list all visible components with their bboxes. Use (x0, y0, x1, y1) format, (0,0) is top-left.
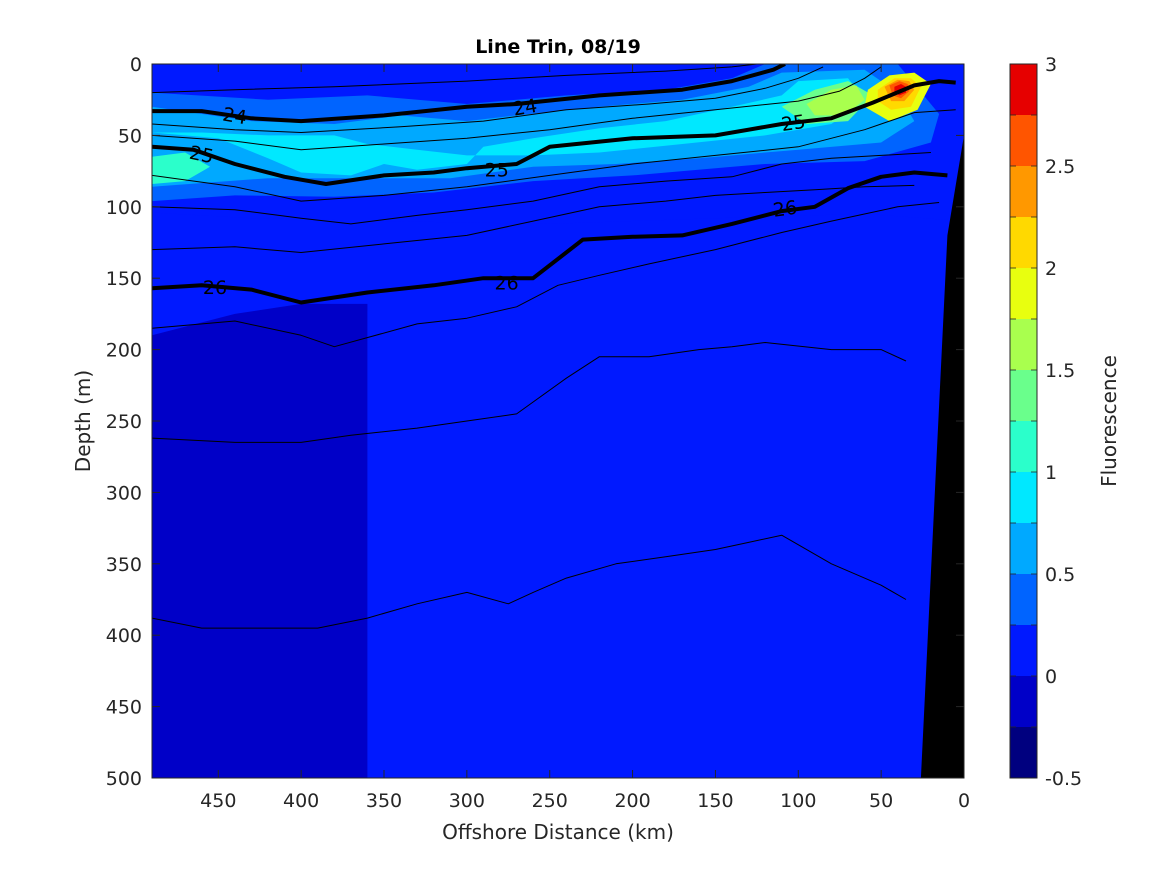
y-tick-label: 500 (106, 768, 142, 790)
colorbar-segment (1010, 370, 1037, 421)
bathymetry-layer (920, 64, 964, 778)
colorbar-tick-label: 0 (1045, 666, 1057, 688)
isopycnal-thin-4 (152, 66, 824, 133)
x-tick-label: 250 (532, 790, 568, 812)
x-tick-label: 150 (697, 790, 733, 812)
isopycnal-thin-10 (152, 342, 907, 443)
x-axis: 450 400 350 300 250 200 150 100 50 0 (200, 64, 970, 812)
chart-title: Line Trin, 08/19 (475, 36, 641, 58)
low-fluorescence-region (152, 303, 368, 778)
colorbar-tick-label: 2.5 (1045, 156, 1075, 178)
svg-text:26: 26 (495, 273, 519, 295)
isopycnal-24 (152, 64, 786, 124)
colorbar-segment (1010, 625, 1037, 676)
fluorescence-region-3 (152, 78, 865, 176)
contour-label-26: 26 (495, 273, 519, 295)
y-axis-label: Depth (m) (71, 370, 95, 472)
colorbar-segment (1010, 166, 1037, 217)
x-tick-label: 450 (200, 790, 236, 812)
svg-text:24: 24 (511, 95, 539, 121)
colorbar-tick-label: 0.5 (1045, 564, 1075, 586)
x-tick-label: 0 (958, 790, 970, 812)
fluorescence-region-6 (806, 85, 865, 116)
colorbar-segment (1010, 64, 1037, 115)
isopycnal-thin-9 (152, 202, 940, 348)
svg-text:26: 26 (772, 197, 799, 222)
x-tick-label: 350 (366, 790, 402, 812)
colorbar-segment (1010, 421, 1037, 472)
isopycnal-thin-3 (152, 64, 757, 94)
x-tick-label: 50 (869, 790, 893, 812)
contour-label-25: 25 (187, 142, 215, 169)
contour-label-25: 25 (485, 160, 509, 182)
isopycnal-26 (152, 170, 948, 305)
colorbar-tick-label: 1.5 (1045, 360, 1075, 382)
colorbar-tick-label: -0.5 (1045, 768, 1082, 790)
y-tick-label: 250 (106, 411, 142, 433)
contour-label-24: 24 (221, 103, 249, 129)
isopycnal-thin-11 (152, 534, 907, 629)
x-axis-label: Offshore Distance (km) (442, 820, 674, 844)
isopycnal-thin-6 (152, 109, 956, 202)
colorbar-tick-label: 1 (1045, 462, 1057, 484)
colorbar-segment (1010, 268, 1037, 319)
x-tick-label: 300 (449, 790, 485, 812)
colorbar-segment (1010, 115, 1037, 166)
isopycnal-contours (152, 64, 956, 629)
contour-label-26: 26 (772, 197, 799, 222)
colorbar: 3 2.5 2 1.5 1 0.5 0 -0.5 (1009, 54, 1082, 790)
svg-text:25: 25 (780, 111, 807, 136)
y-tick-label: 300 (106, 482, 142, 504)
isopycnal-thin-5 (152, 66, 882, 151)
x-tick-label: 400 (283, 790, 319, 812)
svg-text:26: 26 (203, 277, 227, 299)
contour-label-24: 24 (511, 95, 539, 121)
colorbar-segment (1010, 727, 1037, 778)
y-tick-label: 150 (106, 268, 142, 290)
isopycnal-thin-8 (152, 184, 915, 253)
x-tick-label: 100 (780, 790, 816, 812)
colorbar-segment (1010, 574, 1037, 625)
colorbar-segment (1010, 472, 1037, 523)
isopycnal-25 (152, 79, 956, 186)
isopycnal-thin-7 (152, 152, 931, 225)
y-tick-label: 350 (106, 554, 142, 576)
contour-label-25: 25 (780, 111, 807, 136)
y-tick-label: 50 (118, 125, 142, 147)
colorbar-tick-label: 2 (1045, 258, 1057, 280)
y-tick-label: 100 (106, 197, 142, 219)
colorbar-segment (1010, 676, 1037, 727)
svg-text:25: 25 (187, 142, 215, 169)
colorbar-segment (1010, 523, 1037, 574)
y-tick-label: 200 (106, 340, 142, 362)
svg-text:24: 24 (221, 103, 249, 129)
fluorescence-field (152, 64, 964, 778)
fluorescence-region-4 (152, 152, 210, 184)
svg-text:25: 25 (485, 160, 509, 182)
y-tick-label: 450 (106, 697, 142, 719)
y-axis: 0 50 100 150 200 250 300 350 400 450 500 (106, 54, 964, 790)
contour-label-26: 26 (203, 277, 227, 299)
x-tick-label: 200 (614, 790, 650, 812)
colorbar-segment (1010, 319, 1037, 370)
bathymetry (920, 64, 964, 778)
y-tick-label: 400 (106, 625, 142, 647)
colorbar-segment (1010, 217, 1037, 268)
colorbar-label: Fluorescence (1097, 355, 1121, 487)
y-tick-label: 0 (130, 54, 142, 76)
colorbar-tick-label: 3 (1045, 54, 1057, 76)
